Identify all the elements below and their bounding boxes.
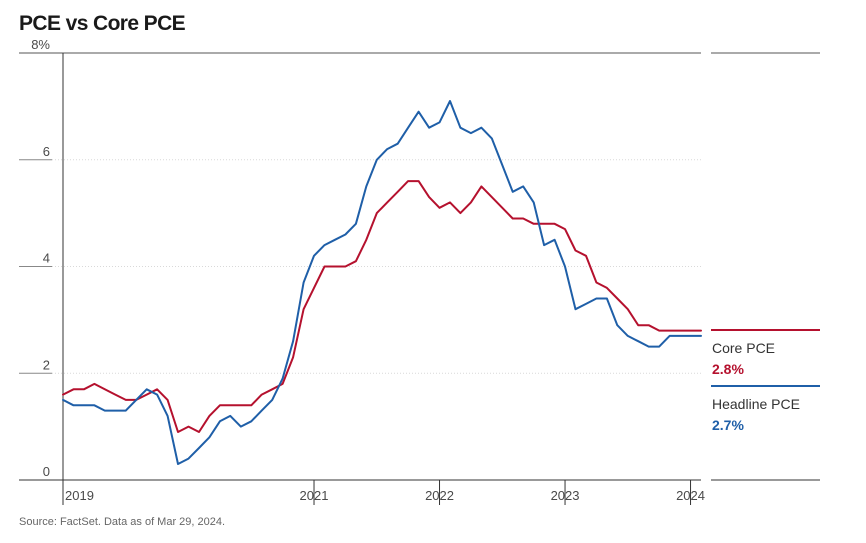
axes: 0 2 4 6 8% 2019 2021 2022 2023 2024 [19, 37, 705, 505]
y-tick-label: 4 [43, 251, 50, 266]
x-tick-label: 2023 [551, 488, 580, 503]
source-note: Source: FactSet. Data as of Mar 29, 2024… [19, 516, 226, 528]
y-tick-label: 8% [31, 37, 50, 52]
legend-label-headline-pce: Headline PCE [712, 396, 800, 412]
x-tick-label: 2022 [425, 488, 454, 503]
legend-value-headline-pce: 2.7% [712, 417, 744, 433]
x-tick-label: 2019 [65, 488, 94, 503]
y-tick-label: 0 [43, 464, 50, 479]
gridlines [19, 52, 701, 374]
series-lines [62, 100, 702, 465]
x-tick-label: 2021 [300, 488, 329, 503]
legend-label-core-pce: Core PCE [712, 340, 775, 356]
y-tick-label: 2 [43, 357, 50, 372]
chart-title: PCE vs Core PCE [19, 12, 186, 35]
y-tick-label: 6 [43, 144, 50, 159]
series-line-headline-pce [62, 100, 702, 465]
legend: Core PCE 2.8% Headline PCE 2.7% [711, 52, 820, 481]
x-tick-label: 2024 [676, 488, 705, 503]
line-chart: 0 2 4 6 8% 2019 2021 2022 2023 2024 Core PCE 2.8% H… [19, 37, 820, 505]
legend-value-core-pce: 2.8% [712, 361, 744, 377]
series-line-core-pce [62, 180, 702, 433]
